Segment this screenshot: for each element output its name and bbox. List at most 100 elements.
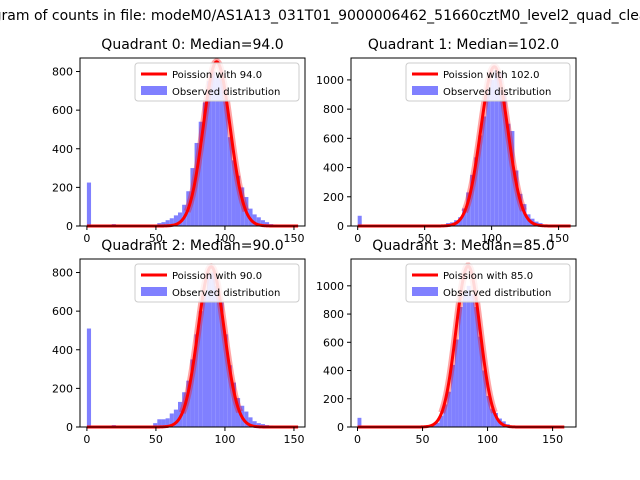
histogram-bar bbox=[215, 77, 220, 226]
y-tick-label: 600 bbox=[52, 305, 73, 318]
histogram-bar bbox=[466, 192, 471, 226]
histogram-bar bbox=[264, 222, 270, 226]
x-tick-label: 100 bbox=[481, 232, 502, 245]
histogram-bar bbox=[494, 71, 499, 226]
histogram-bar bbox=[211, 272, 216, 427]
histogram-bar bbox=[219, 301, 224, 427]
legend-poisson-label: Poission with 85.0 bbox=[443, 271, 533, 282]
legend-observed-label: Observed distribution bbox=[443, 288, 551, 299]
histogram-bar bbox=[252, 421, 257, 427]
histogram-bar bbox=[252, 214, 257, 226]
legend-observed-label: Observed distribution bbox=[443, 87, 551, 98]
histogram-bar bbox=[455, 339, 459, 427]
legend-frame bbox=[134, 62, 300, 102]
histogram-bar bbox=[206, 274, 212, 427]
x-tick-label: 100 bbox=[214, 433, 235, 446]
histogram-bar bbox=[443, 404, 448, 427]
x-tick-label: 50 bbox=[149, 433, 163, 446]
histogram-bar bbox=[482, 370, 487, 427]
axes-frame bbox=[350, 258, 577, 428]
histogram-bar bbox=[478, 336, 483, 427]
y-tick-label: 0 bbox=[337, 220, 344, 233]
histogram-bar bbox=[510, 131, 515, 226]
axes-frame bbox=[350, 57, 577, 227]
histogram-bar bbox=[202, 102, 207, 226]
histogram-bar bbox=[161, 222, 166, 226]
histogram-bar bbox=[227, 365, 232, 427]
subplot-quadrant-2: 0 50 100 150 0 200 400 600 800 Quadrant 2: Median… bbox=[52, 238, 306, 446]
legend-observed-swatch bbox=[412, 287, 438, 296]
histogram-bar bbox=[466, 285, 471, 427]
histogram-bar bbox=[470, 174, 475, 226]
legend-poisson-label: Poission with 102.0 bbox=[443, 70, 539, 81]
histogram-bar bbox=[215, 286, 220, 427]
histogram-bar bbox=[478, 135, 483, 226]
legend-observed-swatch bbox=[141, 287, 167, 296]
y-tick-label: 400 bbox=[323, 162, 344, 175]
y-tick-label: 600 bbox=[52, 104, 73, 117]
legend-observed-swatch bbox=[412, 86, 438, 95]
histogram-bar bbox=[198, 121, 203, 226]
histogram-bar bbox=[256, 217, 261, 226]
histogram-bar bbox=[169, 413, 174, 427]
y-tick-label: 200 bbox=[323, 393, 344, 406]
histogram-bar bbox=[447, 391, 452, 427]
histogram-bar bbox=[194, 334, 199, 427]
subplot-quadrant-1: 0 50 100 150 0 200 400 600 800 1000 Quadrant 1: Me… bbox=[316, 37, 577, 245]
histogram-bar bbox=[198, 311, 203, 427]
y-tick-label: 600 bbox=[323, 132, 344, 145]
subplot-quadrant-3: 0 50 100 150 0 200 400 600 800 1000 Quadrant 3: Me… bbox=[316, 238, 577, 446]
histogram-bar bbox=[186, 380, 191, 427]
y-tick-label: 200 bbox=[52, 382, 73, 395]
histogram-bar bbox=[474, 307, 479, 427]
x-tick-label: 150 bbox=[548, 232, 569, 245]
legend-frame bbox=[405, 263, 571, 303]
subplot-title: Quadrant 1: Median=102.0 bbox=[368, 37, 559, 53]
histogram-bar bbox=[240, 187, 245, 226]
y-tick-label: 200 bbox=[323, 191, 344, 204]
legend-observed-label: Observed distribution bbox=[172, 87, 280, 98]
histogram-bar bbox=[223, 334, 228, 427]
histogram-bar bbox=[490, 408, 495, 427]
y-tick-label: 1000 bbox=[316, 280, 344, 293]
histogram-bar bbox=[223, 98, 228, 226]
poisson-curve-peak bbox=[183, 58, 250, 213]
y-tick-label: 800 bbox=[52, 267, 73, 280]
histogram-bar bbox=[231, 382, 236, 427]
histogram-bar bbox=[435, 422, 440, 427]
subplot-quadrant-0: 0 50 100 150 0 200 400 600 800 Quadrant 0: Median… bbox=[52, 37, 306, 245]
histogram-bar bbox=[194, 142, 199, 226]
histogram-bar bbox=[514, 170, 519, 226]
x-tick-label: 0 bbox=[354, 232, 361, 245]
histogram-bar bbox=[161, 419, 166, 427]
histogram-bar bbox=[86, 328, 92, 427]
histogram-bar bbox=[227, 137, 232, 226]
subplot-title: Quadrant 0: Median=94.0 bbox=[101, 37, 283, 53]
legend: Poission with 102.0 Observed distribution bbox=[405, 62, 571, 102]
subplot-title: Quadrant 2: Median=90.0 bbox=[101, 238, 283, 254]
histogram-bar bbox=[490, 79, 495, 226]
histogram-bar bbox=[518, 193, 523, 226]
y-tick-label: 0 bbox=[337, 421, 344, 434]
histogram-bar bbox=[260, 220, 265, 226]
histogram-bar bbox=[474, 157, 479, 226]
x-tick-label: 150 bbox=[283, 232, 304, 245]
histogram-bar bbox=[357, 417, 362, 427]
y-tick-label: 800 bbox=[323, 308, 344, 321]
legend-poisson-label: Poission with 94.0 bbox=[172, 70, 262, 81]
histogram-bar bbox=[451, 364, 456, 427]
histogram-bar bbox=[357, 215, 362, 226]
subplot-grid: 0 50 100 150 0 200 400 600 800 Quadrant 0: Median… bbox=[52, 37, 577, 446]
x-tick-label: 100 bbox=[477, 433, 498, 446]
figure-suptitle: Histogram of counts in file: modeM0/AS1A… bbox=[0, 8, 640, 24]
y-tick-label: 0 bbox=[66, 421, 73, 434]
histogram-bar bbox=[248, 417, 253, 427]
histogram-bar bbox=[502, 94, 507, 227]
axes-frame bbox=[79, 57, 306, 227]
y-tick-label: 600 bbox=[323, 336, 344, 349]
legend: Poission with 85.0 Observed distribution bbox=[405, 263, 571, 303]
y-tick-label: 800 bbox=[323, 103, 344, 116]
x-tick-label: 50 bbox=[149, 232, 163, 245]
x-tick-label: 100 bbox=[214, 232, 235, 245]
